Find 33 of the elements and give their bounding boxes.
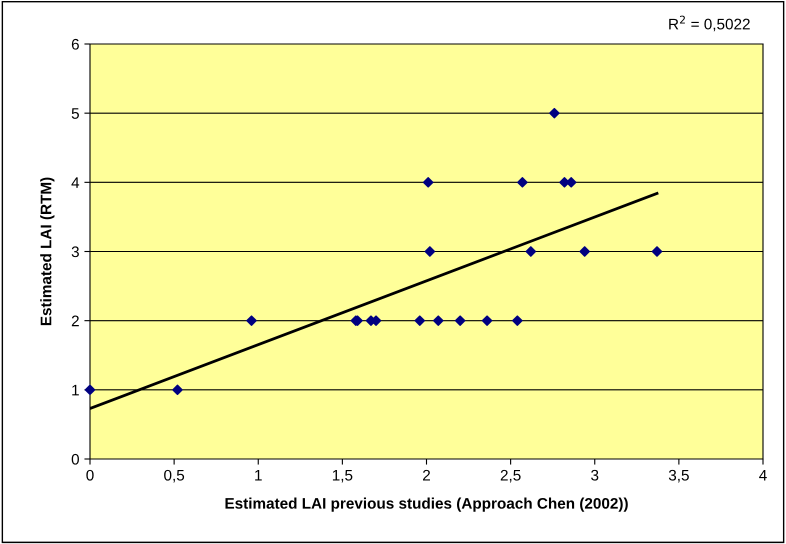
x-tick-label: 0,5 [164, 470, 184, 482]
y-tick-label: 6 [72, 38, 79, 50]
y-tick-label: 4 [71, 177, 80, 188]
point [526, 246, 536, 257]
point [517, 177, 528, 188]
y-tick-label: 1 [72, 384, 79, 396]
x-tick-label: 2 [423, 470, 430, 480]
point [579, 246, 590, 257]
point [454, 315, 466, 326]
x-tick-label: 4 [759, 470, 767, 480]
point [422, 177, 434, 188]
x-tick-label: 1,5 [332, 470, 352, 482]
point [652, 246, 662, 257]
point [549, 108, 560, 118]
text: R$^{2}$ = 0,5022 [669, 16, 750, 32]
point [424, 246, 436, 257]
y-tick-label: 2 [72, 316, 79, 326]
point [482, 315, 492, 326]
point [414, 315, 426, 326]
y-tick-label: 0 [72, 454, 79, 465]
point [432, 315, 444, 326]
point [172, 384, 183, 396]
x-axis-title: Estimated LAI previous studies (Approach Chen (2002)) [225, 498, 628, 512]
point [512, 315, 523, 326]
x-tick-label: 3,5 [668, 470, 689, 482]
x-tick-label: 0 [86, 470, 94, 481]
x-tick-label: 3 [591, 470, 598, 481]
y-tick-label: 3 [72, 246, 79, 258]
y-tick-label: 5 [72, 108, 79, 119]
y-axis-title: Estimated LAI (RTM) [40, 178, 54, 326]
x-tick-label: 1 [255, 470, 262, 480]
x-tick-label: 2,5 [500, 470, 521, 482]
point [246, 315, 257, 326]
